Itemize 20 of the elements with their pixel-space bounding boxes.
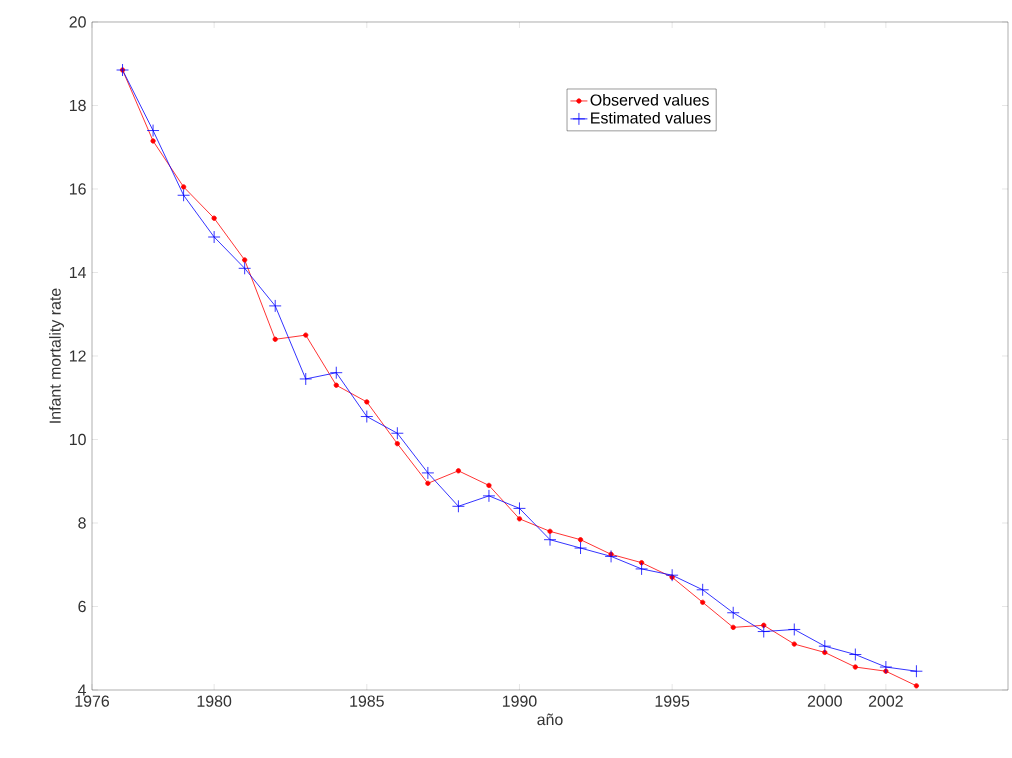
y-tick-label: 6 bbox=[78, 600, 86, 613]
y-tick-label: 18 bbox=[69, 99, 86, 112]
legend-label: Observed values bbox=[590, 93, 709, 106]
x-tick-label: 1995 bbox=[655, 695, 690, 707]
y-axis-title: Infant mortality rate bbox=[49, 288, 64, 423]
y-tick-label: 14 bbox=[69, 267, 87, 278]
y-tick-label: 4 bbox=[77, 684, 87, 696]
x-tick-label: 2000 bbox=[807, 695, 842, 707]
x-axis-title: año bbox=[537, 713, 563, 726]
legend-label: Estimated values bbox=[591, 111, 711, 124]
x-tick-label: 2002 bbox=[868, 695, 903, 707]
x-tick-label: 1990 bbox=[502, 695, 537, 707]
y-tick-label: 16 bbox=[69, 183, 86, 195]
x-tick-label: 1976 bbox=[75, 695, 110, 707]
y-tick-label: 12 bbox=[69, 350, 86, 362]
x-tick-label: 1980 bbox=[197, 695, 232, 707]
y-tick-label: 20 bbox=[69, 16, 86, 28]
y-tick-label: 8 bbox=[78, 517, 86, 529]
x-tick-label: 1985 bbox=[350, 695, 384, 707]
y-tick-label: 10 bbox=[69, 433, 86, 446]
